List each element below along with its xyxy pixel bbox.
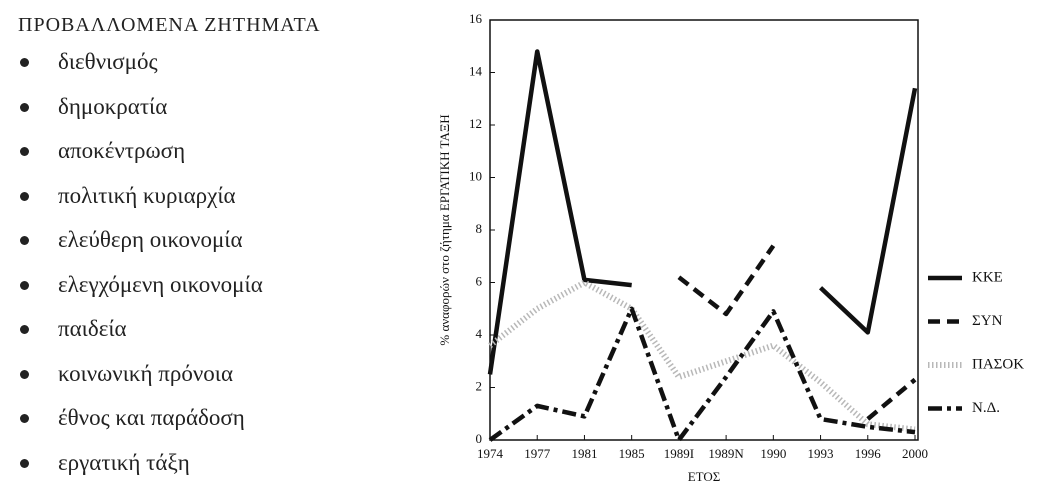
x-axis-label: ΕΤΟΣ — [688, 469, 721, 484]
y-tick-label: 0 — [476, 431, 483, 446]
series-line — [490, 52, 915, 375]
x-tick-label: 1989I — [664, 446, 694, 461]
legend-label: ΠΑΣΟΚ — [972, 356, 1024, 372]
plot-frame — [490, 20, 918, 440]
y-tick-label: 8 — [476, 221, 483, 236]
x-tick-label: 1974 — [477, 446, 504, 461]
y-tick-label: 4 — [476, 326, 483, 341]
legend-label: ΣΥΝ — [972, 313, 1003, 329]
legend-label: ΚΚΕ — [972, 269, 1003, 285]
y-tick-label: 16 — [469, 11, 483, 26]
x-tick-label: 1989N — [708, 446, 744, 461]
x-tick-label: 1993 — [808, 446, 834, 461]
x-tick-label: 1985 — [619, 446, 645, 461]
y-tick-label: 6 — [476, 273, 483, 288]
x-tick-label: 1990 — [760, 446, 786, 461]
x-tick-label: 1996 — [855, 446, 882, 461]
y-axis-label: % αναφορών στο ζήτημα ΕΡΓΑΤΙΚΗ ΤΑΞΗ — [437, 114, 452, 345]
x-tick-label: 1981 — [571, 446, 597, 461]
y-tick-label: 10 — [469, 168, 482, 183]
y-tick-label: 2 — [476, 378, 483, 393]
x-tick-label: 1977 — [524, 446, 551, 461]
y-tick-label: 14 — [469, 63, 483, 78]
legend-label: Ν.Δ. — [972, 400, 1000, 416]
x-tick-label: 2000 — [902, 446, 928, 461]
y-tick-label: 12 — [469, 116, 482, 131]
series-line — [490, 309, 915, 440]
